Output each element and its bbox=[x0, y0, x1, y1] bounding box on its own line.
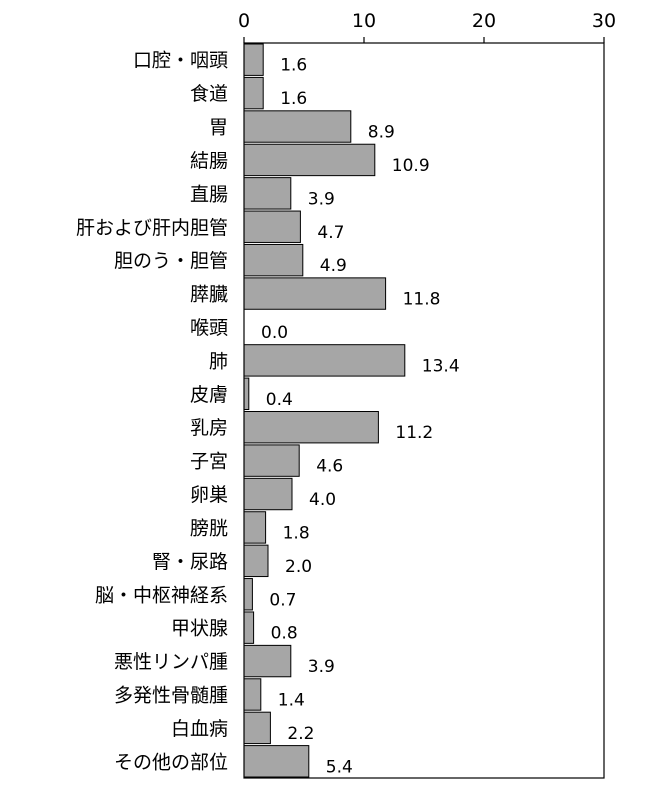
value-label: 4.6 bbox=[316, 457, 343, 477]
bar bbox=[243, 611, 255, 644]
bar bbox=[243, 544, 269, 578]
category-label: 結腸 bbox=[190, 150, 228, 172]
value-label: 13.4 bbox=[422, 356, 460, 376]
value-label: 11.8 bbox=[403, 290, 441, 310]
bar bbox=[243, 377, 250, 410]
category-label: 皮膚 bbox=[190, 384, 228, 406]
x-tick-label: 10 bbox=[352, 10, 376, 32]
category-label: 直腸 bbox=[190, 183, 228, 205]
value-label: 5.4 bbox=[326, 757, 353, 777]
bar bbox=[243, 110, 352, 143]
value-label: 0.7 bbox=[269, 590, 296, 610]
category-label: 多発性骨髄腫 bbox=[114, 684, 228, 706]
bar bbox=[243, 711, 271, 745]
category-label: 子宮 bbox=[190, 451, 228, 473]
bar bbox=[243, 745, 310, 778]
value-label: 1.8 bbox=[283, 523, 310, 543]
value-label: 0.4 bbox=[266, 390, 293, 410]
value-label: 4.7 bbox=[317, 223, 344, 243]
value-label: 4.0 bbox=[309, 490, 336, 510]
bar bbox=[243, 344, 406, 377]
category-label: 食道 bbox=[190, 83, 228, 105]
category-label: 甲状腺 bbox=[171, 618, 228, 640]
value-label: 1.6 bbox=[280, 56, 307, 76]
value-label: 0.8 bbox=[271, 624, 298, 644]
bar bbox=[243, 444, 300, 477]
category-label: 乳房 bbox=[190, 417, 228, 439]
value-label: 3.9 bbox=[308, 657, 335, 677]
category-label: 口腔・咽頭 bbox=[133, 50, 228, 72]
category-label: 白血病 bbox=[171, 718, 228, 740]
bar bbox=[243, 243, 304, 277]
category-label: 腎・尿路 bbox=[152, 551, 228, 573]
bar bbox=[243, 43, 264, 76]
category-label: 膀胱 bbox=[190, 517, 228, 539]
value-label: 1.4 bbox=[278, 690, 305, 710]
bar bbox=[243, 511, 267, 544]
category-label: 胃 bbox=[209, 117, 228, 139]
x-tick-label: 20 bbox=[472, 10, 496, 32]
category-label: 脳・中枢神経系 bbox=[95, 584, 228, 606]
bar bbox=[243, 143, 376, 177]
bars bbox=[243, 43, 406, 778]
category-label: 卵巣 bbox=[190, 484, 228, 506]
bar bbox=[243, 277, 387, 310]
category-label: 胆のう・胆管 bbox=[114, 250, 228, 272]
value-label: 3.9 bbox=[308, 189, 335, 209]
plot-frame bbox=[243, 42, 605, 779]
value-label: 1.6 bbox=[280, 89, 307, 109]
value-label: 10.9 bbox=[392, 156, 430, 176]
value-label: 2.2 bbox=[287, 724, 314, 744]
category-label: 悪性リンパ腫 bbox=[114, 651, 228, 673]
bar bbox=[243, 177, 292, 210]
category-labels: 口腔・咽頭食道胃結腸直腸肝および肝内胆管胆のう・胆管膵臓喉頭肺皮膚乳房子宮卵巣膀… bbox=[76, 50, 228, 774]
category-label: その他の部位 bbox=[114, 751, 228, 773]
bar bbox=[243, 477, 293, 511]
bar bbox=[243, 76, 264, 110]
bar bbox=[243, 210, 301, 243]
category-label: 喉頭 bbox=[190, 317, 228, 339]
bar bbox=[243, 644, 292, 678]
x-tick-label: 0 bbox=[238, 10, 250, 32]
value-label: 8.9 bbox=[368, 123, 395, 143]
category-label: 膵臓 bbox=[190, 284, 228, 306]
x-tick-label: 30 bbox=[592, 10, 616, 32]
bar bbox=[243, 411, 379, 444]
bar bbox=[243, 578, 253, 611]
value-label: 11.2 bbox=[395, 423, 433, 443]
bar bbox=[243, 678, 262, 711]
value-labels: 1.6 1.6 8.9 10.9 3.9 4.7 4.9 11.8 0.0 13.4 0.4 11.2… bbox=[261, 56, 460, 778]
category-label: 肺 bbox=[209, 350, 228, 372]
x-axis-ticks: 0 10 20 30 bbox=[238, 10, 616, 43]
category-label: 肝および肝内胆管 bbox=[76, 217, 228, 239]
value-label: 4.9 bbox=[320, 256, 347, 276]
value-label: 0.0 bbox=[261, 323, 288, 343]
value-label: 2.0 bbox=[285, 557, 312, 577]
